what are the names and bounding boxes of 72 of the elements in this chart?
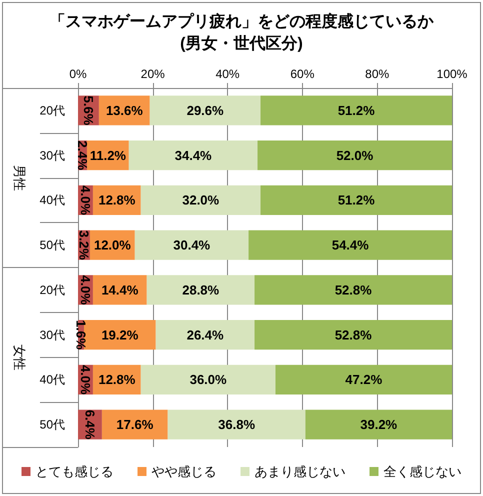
data-label: 17.6% [116, 417, 154, 432]
data-label: 1.6% [73, 320, 88, 350]
data-label: 4.0% [78, 275, 93, 306]
data-label: 52.8% [334, 327, 372, 342]
y-tick-label: 20代 [40, 282, 65, 297]
bar [156, 320, 255, 350]
data-label: 4.0% [78, 185, 93, 216]
x-tick-label: 100% [436, 67, 468, 81]
data-label: 32.0% [182, 192, 220, 208]
data-label: 12.8% [98, 192, 136, 208]
data-label: 11.2% [90, 148, 126, 163]
bar [168, 410, 306, 440]
data-label: 54.4% [332, 238, 370, 253]
data-label: 34.4% [174, 148, 212, 163]
x-tick-label: 80% [365, 67, 390, 81]
data-label: 39.2% [360, 417, 398, 432]
data-label: 30.4% [173, 238, 211, 253]
bar [146, 275, 255, 305]
bar [102, 410, 168, 440]
bar [260, 185, 452, 215]
data-label: 47.2% [345, 372, 383, 388]
data-label: 4.0% [78, 364, 93, 395]
y-tick-label: 40代 [40, 372, 65, 387]
bar [84, 320, 156, 350]
data-label: 28.8% [182, 282, 220, 298]
data-label: 12.8% [98, 372, 136, 388]
y-tick-label: 30代 [40, 328, 65, 342]
data-label: 13.6% [106, 102, 144, 118]
x-tick-label: 40% [216, 67, 240, 81]
text: 女性 [12, 344, 27, 370]
data-label: 29.6% [186, 102, 224, 118]
legend-label: とても感じる [36, 464, 114, 479]
y-tick-label: 30代 [40, 148, 65, 162]
data-label: 51.2% [338, 102, 376, 118]
data-label: 6.4% [82, 410, 98, 440]
data-label: 14.4% [101, 282, 139, 298]
data-label: 36.0% [190, 372, 228, 388]
y-tick-label: 20代 [40, 103, 65, 118]
text: 男性 [12, 164, 27, 191]
bar [275, 364, 452, 394]
chart-title: 「スマホゲームアプリ疲れ」をどの程度感じているか [50, 12, 434, 30]
bar [134, 230, 249, 260]
data-label: 19.2% [101, 327, 139, 342]
legend-label: 全く感じない [384, 464, 462, 479]
bar [150, 96, 261, 126]
bar [140, 364, 276, 394]
bar [248, 230, 452, 260]
x-tick-label: 20% [140, 67, 166, 81]
x-tick-label: 60% [290, 67, 315, 81]
data-label: 36.8% [218, 417, 256, 432]
data-label: 12.0% [94, 238, 132, 253]
bar [260, 96, 452, 126]
data-label: 2.4% [74, 140, 90, 171]
data-label: 5.6% [80, 96, 96, 126]
data-label: 3.2% [76, 230, 92, 260]
data-label: 52.8% [334, 282, 372, 298]
bar [140, 185, 261, 215]
data-label: 26.4% [186, 327, 224, 342]
bar [128, 140, 258, 170]
data-label: 52.0% [336, 148, 374, 163]
x-tick-label: 0% [69, 67, 87, 81]
bar [305, 410, 452, 440]
legend-label: あまり感じない [254, 464, 346, 479]
y-tick-label: 40代 [40, 193, 65, 208]
y-tick-label: 50代 [40, 238, 65, 252]
chart-subtitle: (男女・世代区分) [180, 34, 303, 52]
bar [254, 320, 452, 350]
bar [254, 275, 452, 305]
bar [258, 140, 452, 170]
y-tick-label: 50代 [40, 418, 65, 432]
legend-label: やや感じる [152, 464, 216, 479]
data-label: 51.2% [338, 192, 376, 208]
